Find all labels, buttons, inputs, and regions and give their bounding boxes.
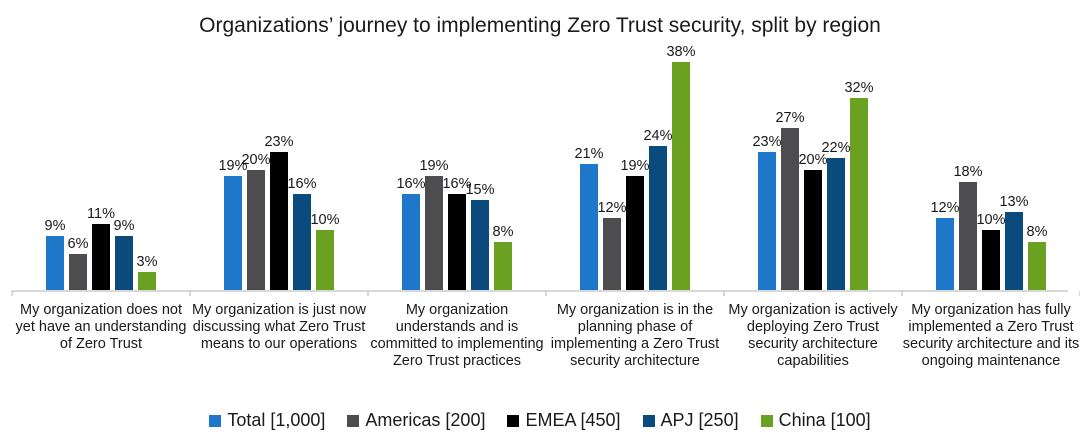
bar	[448, 194, 466, 290]
bars-layer	[46, 62, 1046, 290]
legend-item: China [100]	[760, 410, 871, 431]
bar	[402, 194, 420, 290]
bar	[936, 218, 954, 290]
bar	[649, 146, 667, 290]
bar	[69, 254, 87, 290]
bar	[781, 128, 799, 290]
data-label: 10%	[976, 212, 1005, 228]
bar	[224, 176, 242, 290]
bar	[672, 62, 690, 290]
data-label: 23%	[264, 134, 293, 150]
bar	[580, 164, 598, 290]
data-label: 11%	[87, 206, 115, 222]
data-label: 27%	[775, 110, 804, 126]
legend-label: China [100]	[778, 410, 871, 430]
legend-item: Americas [200]	[347, 410, 485, 431]
data-label: 16%	[287, 176, 316, 192]
x-axis-ticks	[11, 291, 1080, 296]
bar	[1028, 242, 1046, 290]
data-label: 23%	[752, 134, 781, 150]
data-label: 19%	[419, 158, 448, 174]
data-label: 8%	[1027, 224, 1048, 240]
legend-label: APJ [250]	[660, 410, 739, 430]
data-label: 18%	[953, 164, 982, 180]
bar	[92, 224, 110, 290]
bar	[425, 176, 443, 290]
legend-label: Americas [200]	[365, 410, 486, 430]
data-label: 13%	[999, 194, 1028, 210]
category-label: My organization is in the planning phase…	[550, 302, 720, 369]
data-label: 19%	[620, 158, 649, 174]
data-label: 3%	[137, 254, 158, 270]
data-label: 15%	[465, 182, 494, 198]
legend: Total [1,000] Americas [200] EMEA [450] …	[0, 410, 1080, 431]
data-label: 9%	[114, 218, 135, 234]
data-label: 16%	[396, 176, 425, 192]
legend-swatch	[209, 414, 222, 427]
bar	[46, 236, 64, 290]
data-labels-layer: 9%6%11%9%3%19%20%23%16%10%16%19%16%15%8%…	[45, 44, 1048, 270]
data-label: 21%	[574, 146, 603, 162]
data-label: 20%	[798, 152, 827, 168]
bar	[270, 152, 288, 290]
data-label: 20%	[241, 152, 270, 168]
bar	[758, 152, 776, 290]
bar	[1005, 212, 1023, 290]
category-label: My organization has fully implemented a …	[902, 302, 1080, 369]
data-label: 38%	[666, 44, 695, 60]
bar	[247, 170, 265, 290]
bar	[471, 200, 489, 290]
bar	[804, 170, 822, 290]
data-label: 9%	[45, 218, 66, 234]
data-label: 24%	[643, 128, 672, 144]
legend-item: APJ [250]	[642, 410, 739, 431]
legend-label: EMEA [450]	[525, 410, 621, 430]
category-label: My organization is just now discussing w…	[191, 302, 367, 352]
data-label: 12%	[597, 200, 626, 216]
bar	[603, 218, 621, 290]
category-label: My organization understands and is commi…	[370, 302, 544, 369]
bar	[494, 242, 512, 290]
legend-item: EMEA [450]	[507, 410, 621, 431]
data-label: 6%	[68, 236, 89, 252]
data-label: 19%	[218, 158, 247, 174]
bar	[138, 272, 156, 290]
legend-label: Total [1,000]	[227, 410, 326, 430]
legend-item: Total [1,000]	[209, 410, 325, 431]
bar	[982, 230, 1000, 290]
bar	[850, 98, 868, 290]
data-label: 12%	[930, 200, 959, 216]
data-label: 32%	[844, 80, 873, 96]
data-label: 22%	[821, 140, 850, 156]
legend-swatch	[507, 414, 520, 427]
legend-swatch	[347, 414, 360, 427]
data-label: 16%	[442, 176, 471, 192]
bar	[626, 176, 644, 290]
bar	[316, 230, 334, 290]
category-label: My organization is actively deploying Ze…	[728, 302, 898, 369]
legend-swatch	[760, 414, 773, 427]
bar	[115, 236, 133, 290]
bar	[827, 158, 845, 290]
data-label: 8%	[493, 224, 514, 240]
bar	[959, 182, 977, 290]
category-label: My organization does not yet have an und…	[15, 302, 187, 352]
data-label: 10%	[310, 212, 339, 228]
legend-swatch	[642, 414, 655, 427]
bar	[293, 194, 311, 290]
chart-title: Organizations’ journey to implementing Z…	[199, 14, 881, 37]
